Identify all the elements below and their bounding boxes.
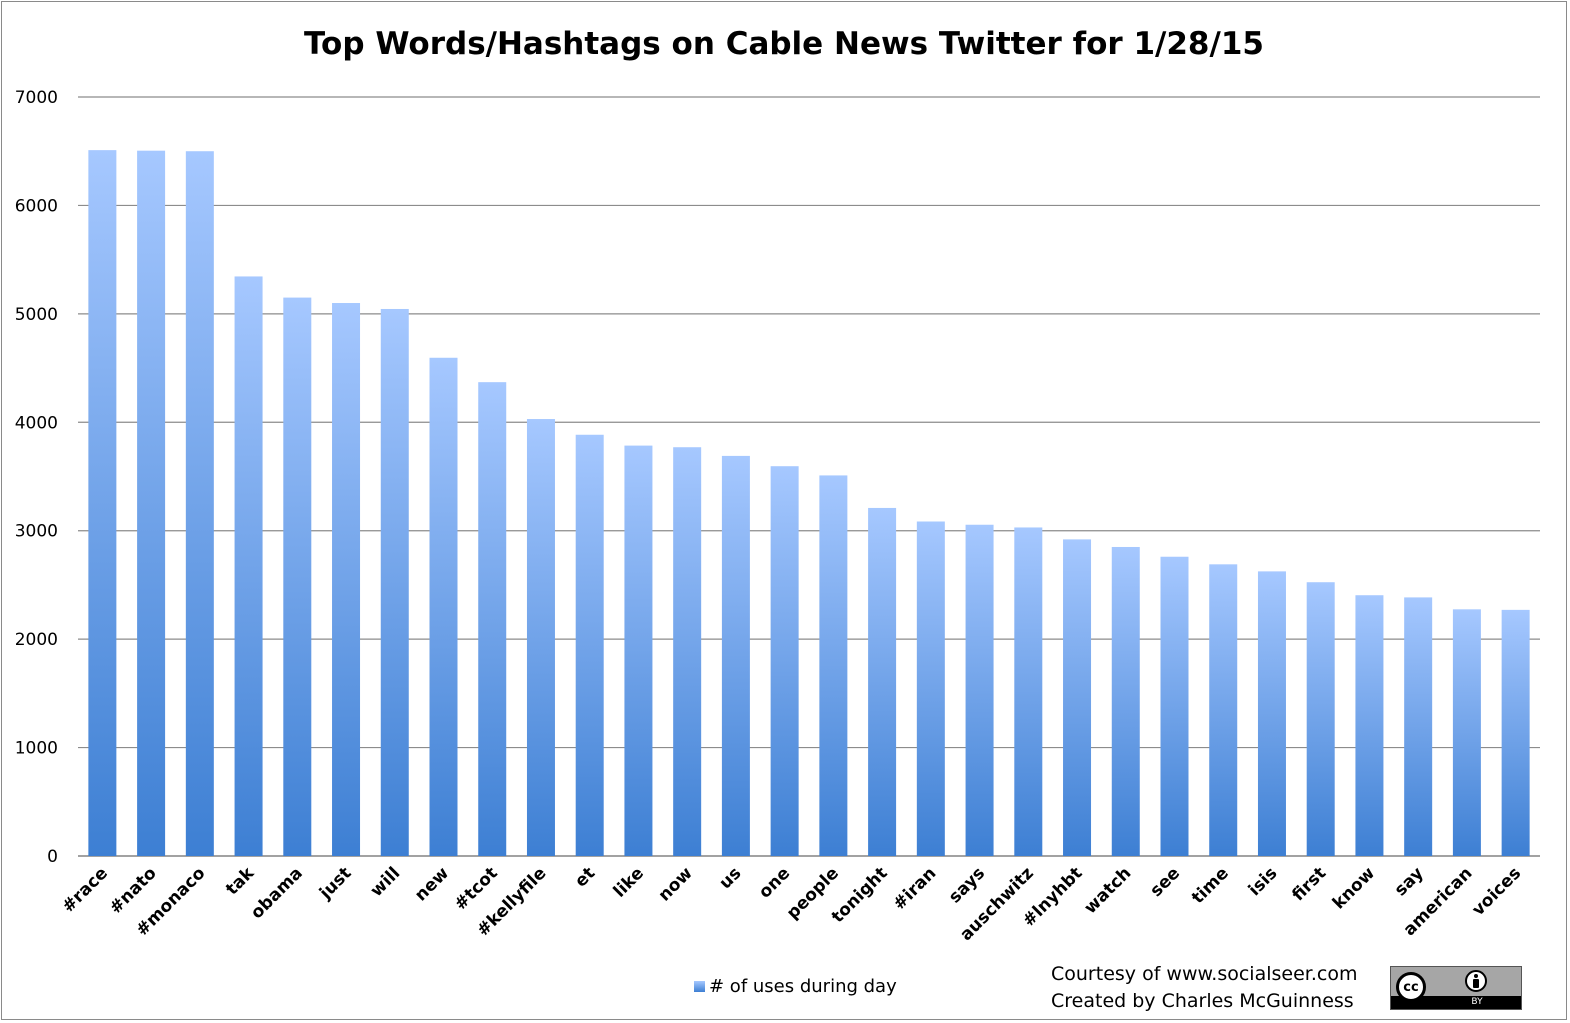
gridlines: [78, 96, 1540, 857]
bar: [1209, 564, 1238, 856]
y-axis-ticks: 0 1000 2000 3000 4000 5000 6000 7000: [15, 88, 58, 867]
bar: [1257, 571, 1286, 856]
bar: [88, 150, 117, 856]
bar: [234, 276, 263, 856]
x-tick-label: new: [411, 863, 453, 905]
y-tick-label: 1000: [15, 739, 58, 759]
bar: [185, 151, 214, 856]
bar: [332, 303, 361, 856]
y-tick-label: 6000: [15, 196, 58, 216]
x-tick-label: just: [315, 863, 355, 903]
y-tick-label: 3000: [15, 522, 58, 542]
bar: [478, 382, 507, 856]
x-tick-label: et: [571, 863, 599, 891]
bar: [1501, 609, 1530, 856]
bar: [1452, 609, 1481, 856]
bar: [819, 475, 848, 856]
bar: [526, 419, 555, 856]
x-tick-label: #race: [58, 863, 112, 917]
y-tick-label: 5000: [15, 305, 58, 325]
x-tick-label: like: [610, 863, 648, 901]
bar: [283, 297, 312, 856]
x-tick-label: isis: [1245, 863, 1282, 900]
bar: [1111, 546, 1140, 856]
x-tick-label: first: [1288, 863, 1330, 905]
x-tick-label: know: [1329, 863, 1379, 913]
bars: [88, 150, 1530, 857]
y-tick-label: 7000: [15, 88, 58, 108]
bar: [770, 466, 799, 856]
legend-label: # of uses during day: [709, 975, 897, 997]
x-tick-label: watch: [1081, 863, 1136, 918]
creative-commons-by-icon: cc BY: [1390, 966, 1522, 1010]
bar: [1014, 527, 1043, 856]
bar: [1355, 595, 1384, 856]
x-tick-label: says: [945, 863, 989, 907]
bar: [624, 445, 653, 856]
bar: [916, 521, 945, 856]
credits-line-2: Created by Charles McGuinness: [1051, 990, 1354, 1012]
credits-line-1: Courtesy of www.socialseer.com: [1051, 963, 1358, 985]
x-tick-label: time: [1188, 863, 1233, 908]
x-tick-label: one: [755, 863, 794, 902]
bar: [575, 434, 604, 856]
bar: [380, 308, 409, 856]
y-tick-label: 4000: [15, 413, 58, 433]
bar: [673, 447, 702, 856]
y-tick-label: 0: [47, 847, 58, 867]
x-tick-label: voices: [1468, 863, 1525, 920]
x-tick-label: us: [716, 863, 746, 893]
x-tick-label: will: [367, 863, 405, 901]
bar: [965, 524, 994, 856]
x-tick-label: obama: [247, 863, 307, 923]
legend-swatch: [694, 980, 705, 992]
bar: [1160, 556, 1189, 856]
credits: Courtesy of www.socialseer.com Created b…: [1051, 961, 1357, 1015]
bar: [721, 455, 750, 856]
bar: [1063, 539, 1092, 856]
legend: # of uses during day: [694, 974, 897, 998]
y-tick-label: 2000: [15, 630, 58, 650]
bar: [1404, 597, 1433, 856]
bar: [1306, 582, 1335, 856]
bar: [868, 507, 897, 856]
x-tick-label: see: [1146, 863, 1184, 901]
x-tick-label: now: [655, 863, 697, 905]
bar: [137, 150, 166, 857]
x-tick-label: tak: [222, 863, 258, 899]
x-tick-label: #iran: [889, 863, 940, 914]
x-tick-label: say: [1391, 863, 1428, 900]
cc-icon: cc: [1396, 972, 1426, 1002]
bar: [429, 357, 458, 856]
chart-title: Top Words/Hashtags on Cable News Twitter…: [304, 26, 1264, 62]
attribution-person-icon: [1465, 970, 1487, 992]
by-label: BY: [1471, 997, 1483, 1007]
badge-strip: [1391, 996, 1521, 1009]
